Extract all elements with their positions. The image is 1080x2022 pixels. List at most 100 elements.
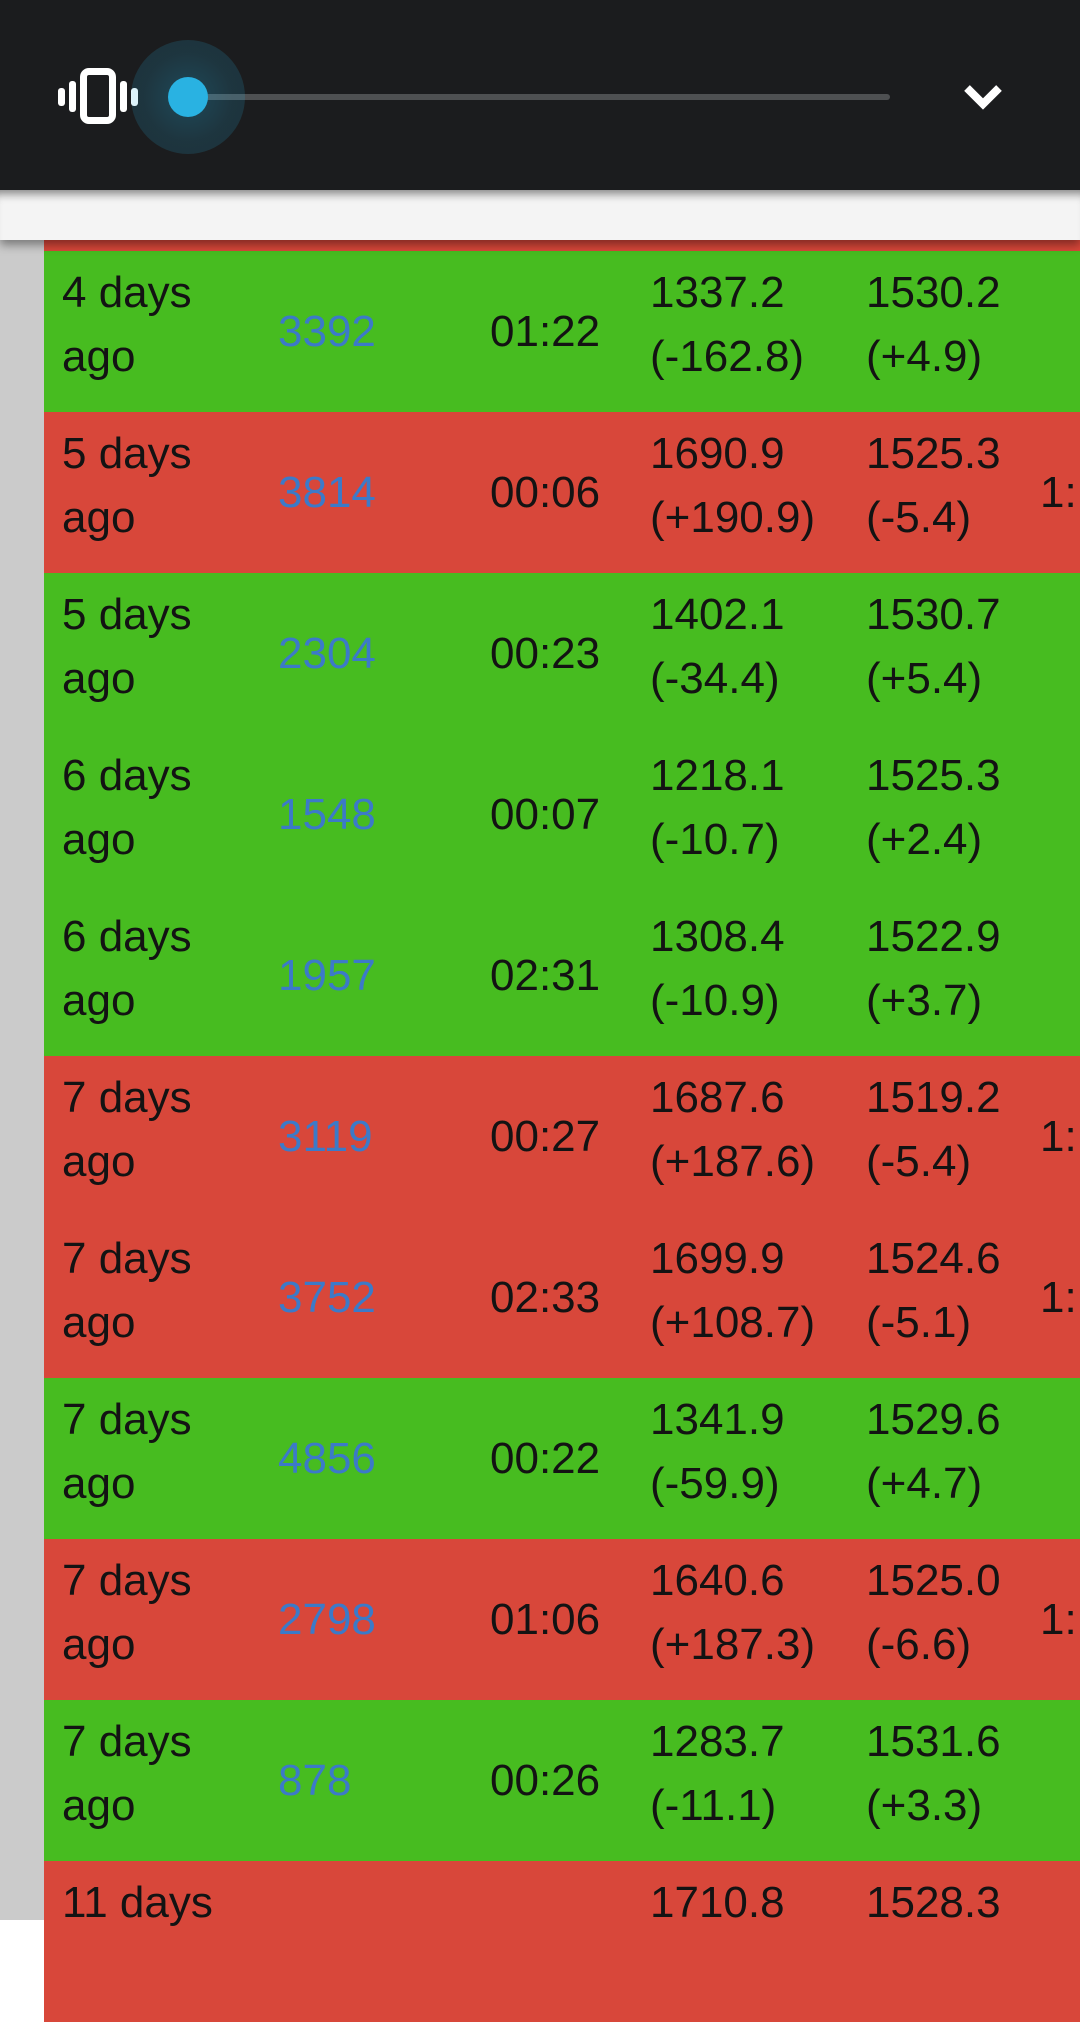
value-delta: (-11.1) <box>650 1781 777 1830</box>
age-line-2: ago <box>62 332 136 381</box>
vibrate-wave-right-outer <box>131 88 138 106</box>
age-line-2: ago <box>62 1298 136 1347</box>
table-row[interactable]: 7 days ago 4856 00:22 1341.9 (-59.9) 152… <box>44 1378 1080 1539</box>
age-line-1: 5 days <box>62 590 192 639</box>
value-main: 1218.1 <box>650 751 785 800</box>
table-row[interactable]: 6 days ago 1548 00:07 1218.1 (-10.7) 152… <box>44 734 1080 895</box>
extra-time-cell: 1: <box>1040 1111 1077 1161</box>
ref-delta: (+4.9) <box>866 332 983 381</box>
age-line-1: 5 days <box>62 429 192 478</box>
results-table: 4 days ago 3392 01:22 1337.2 (-162.8) 15… <box>44 240 1080 2022</box>
age-line-1: 7 days <box>62 1234 192 1283</box>
ref-delta: (-5.4) <box>866 493 972 542</box>
vibrate-wave-right-inner <box>120 81 127 112</box>
table-row[interactable]: 7 days ago 2798 01:06 1640.6 (+187.3) 15… <box>44 1539 1080 1700</box>
age-line-1: 6 days <box>62 751 192 800</box>
row-partial-top <box>44 240 1080 251</box>
age-cell: 7 days ago <box>62 1549 192 1677</box>
ref-delta <box>866 1935 1001 1999</box>
ref-main: 1530.2 <box>866 268 1001 317</box>
ref-main: 1525.0 <box>866 1556 1001 1605</box>
id-link[interactable]: 3814 <box>278 467 376 517</box>
ref-delta: (-6.6) <box>866 1620 972 1669</box>
value-cell: 1402.1 (-34.4) <box>650 583 785 711</box>
value-main: 1337.2 <box>650 268 785 317</box>
age-line-1: 6 days <box>62 912 192 961</box>
id-link[interactable]: 2304 <box>278 628 376 678</box>
vibrate-wave-left-inner <box>69 81 76 112</box>
ref-cell: 1530.7 (+5.4) <box>866 583 1001 711</box>
value-cell: 1308.4 (-10.9) <box>650 905 785 1033</box>
value-delta: (-59.9) <box>650 1459 780 1508</box>
table-row[interactable]: 6 days ago 1957 02:31 1308.4 (-10.9) 152… <box>44 895 1080 1056</box>
value-cell: 1283.7 (-11.1) <box>650 1710 785 1838</box>
id-link[interactable]: 4856 <box>278 1433 376 1483</box>
ref-main: 1525.3 <box>866 751 1001 800</box>
ref-main: 1519.2 <box>866 1073 1001 1122</box>
ref-delta: (-5.4) <box>866 1137 972 1186</box>
ref-cell: 1528.3 <box>866 1871 1001 1999</box>
ref-main: 1525.3 <box>866 429 1001 478</box>
volume-slider-thumb[interactable] <box>168 77 208 117</box>
ref-delta: (+3.7) <box>866 976 983 1025</box>
age-line-1: 7 days <box>62 1556 192 1605</box>
age-cell: 7 days ago <box>62 1710 192 1838</box>
ref-cell: 1524.6 (-5.1) <box>866 1227 1001 1355</box>
duration-cell: 00:23 <box>490 628 601 678</box>
value-delta: (-162.8) <box>650 332 805 381</box>
table-row[interactable]: 7 days ago 3752 02:33 1699.9 (+108.7) 15… <box>44 1217 1080 1378</box>
value-main: 1341.9 <box>650 1395 785 1444</box>
age-line-1: 7 days <box>62 1395 192 1444</box>
ref-cell: 1529.6 (+4.7) <box>866 1388 1001 1516</box>
chevron-down-icon[interactable] <box>962 83 1004 113</box>
extra-time-cell: 1: <box>1040 1594 1077 1644</box>
ref-cell: 1525.3 (+2.4) <box>866 744 1001 872</box>
age-line-2 <box>62 1935 213 1999</box>
duration-cell: 00:22 <box>490 1433 601 1483</box>
value-main: 1308.4 <box>650 912 785 961</box>
ref-main: 1522.9 <box>866 912 1001 961</box>
duration-cell: 00:07 <box>490 789 601 839</box>
ref-delta: (+4.7) <box>866 1459 983 1508</box>
ref-delta: (+3.3) <box>866 1781 983 1830</box>
age-cell: 5 days ago <box>62 422 192 550</box>
ref-delta: (+2.4) <box>866 815 983 864</box>
ref-main: 1529.6 <box>866 1395 1001 1444</box>
duration-cell: 00:27 <box>490 1111 601 1161</box>
table-row[interactable]: 7 days ago 878 00:26 1283.7 (-11.1) 1531… <box>44 1700 1080 1861</box>
ref-cell: 1522.9 (+3.7) <box>866 905 1001 1033</box>
table-row[interactable]: 5 days ago 2304 00:23 1402.1 (-34.4) 153… <box>44 573 1080 734</box>
value-delta: (+187.6) <box>650 1137 816 1186</box>
id-link[interactable]: 1548 <box>278 789 376 839</box>
id-link[interactable]: 878 <box>278 1755 352 1805</box>
volume-slider-track[interactable] <box>188 94 890 100</box>
value-cell: 1640.6 (+187.3) <box>650 1549 815 1677</box>
duration-cell: 00:06 <box>490 467 601 517</box>
duration-cell: 02:33 <box>490 1272 601 1322</box>
id-link[interactable]: 3752 <box>278 1272 376 1322</box>
age-line-2: ago <box>62 1781 136 1830</box>
age-line-1: 11 days <box>62 1878 213 1927</box>
age-cell: 7 days ago <box>62 1227 192 1355</box>
id-link[interactable]: 3392 <box>278 306 376 356</box>
value-delta: (+187.3) <box>650 1620 816 1669</box>
id-link[interactable]: 1957 <box>278 950 376 1000</box>
extra-time-cell: 1: <box>1040 467 1077 517</box>
age-line-2: ago <box>62 1620 136 1669</box>
ref-main: 1528.3 <box>866 1878 1001 1927</box>
age-line-1: 7 days <box>62 1717 192 1766</box>
age-cell: 7 days ago <box>62 1388 192 1516</box>
volume-panel <box>0 0 1080 190</box>
age-cell: 4 days ago <box>62 261 192 389</box>
ref-cell: 1525.0 (-6.6) <box>866 1549 1001 1677</box>
table-row[interactable]: 11 days 1710.8 1528.3 <box>44 1861 1080 2022</box>
table-row[interactable]: 5 days ago 3814 00:06 1690.9 (+190.9) 15… <box>44 412 1080 573</box>
table-row[interactable]: 7 days ago 3119 00:27 1687.6 (+187.6) 15… <box>44 1056 1080 1217</box>
value-main: 1710.8 <box>650 1878 785 1927</box>
id-link[interactable]: 3119 <box>278 1111 373 1161</box>
age-line-2: ago <box>62 493 136 542</box>
value-delta: (+190.9) <box>650 493 816 542</box>
table-row[interactable]: 4 days ago 3392 01:22 1337.2 (-162.8) 15… <box>44 251 1080 412</box>
app-top-strip <box>0 190 1080 240</box>
id-link[interactable]: 2798 <box>278 1594 376 1644</box>
